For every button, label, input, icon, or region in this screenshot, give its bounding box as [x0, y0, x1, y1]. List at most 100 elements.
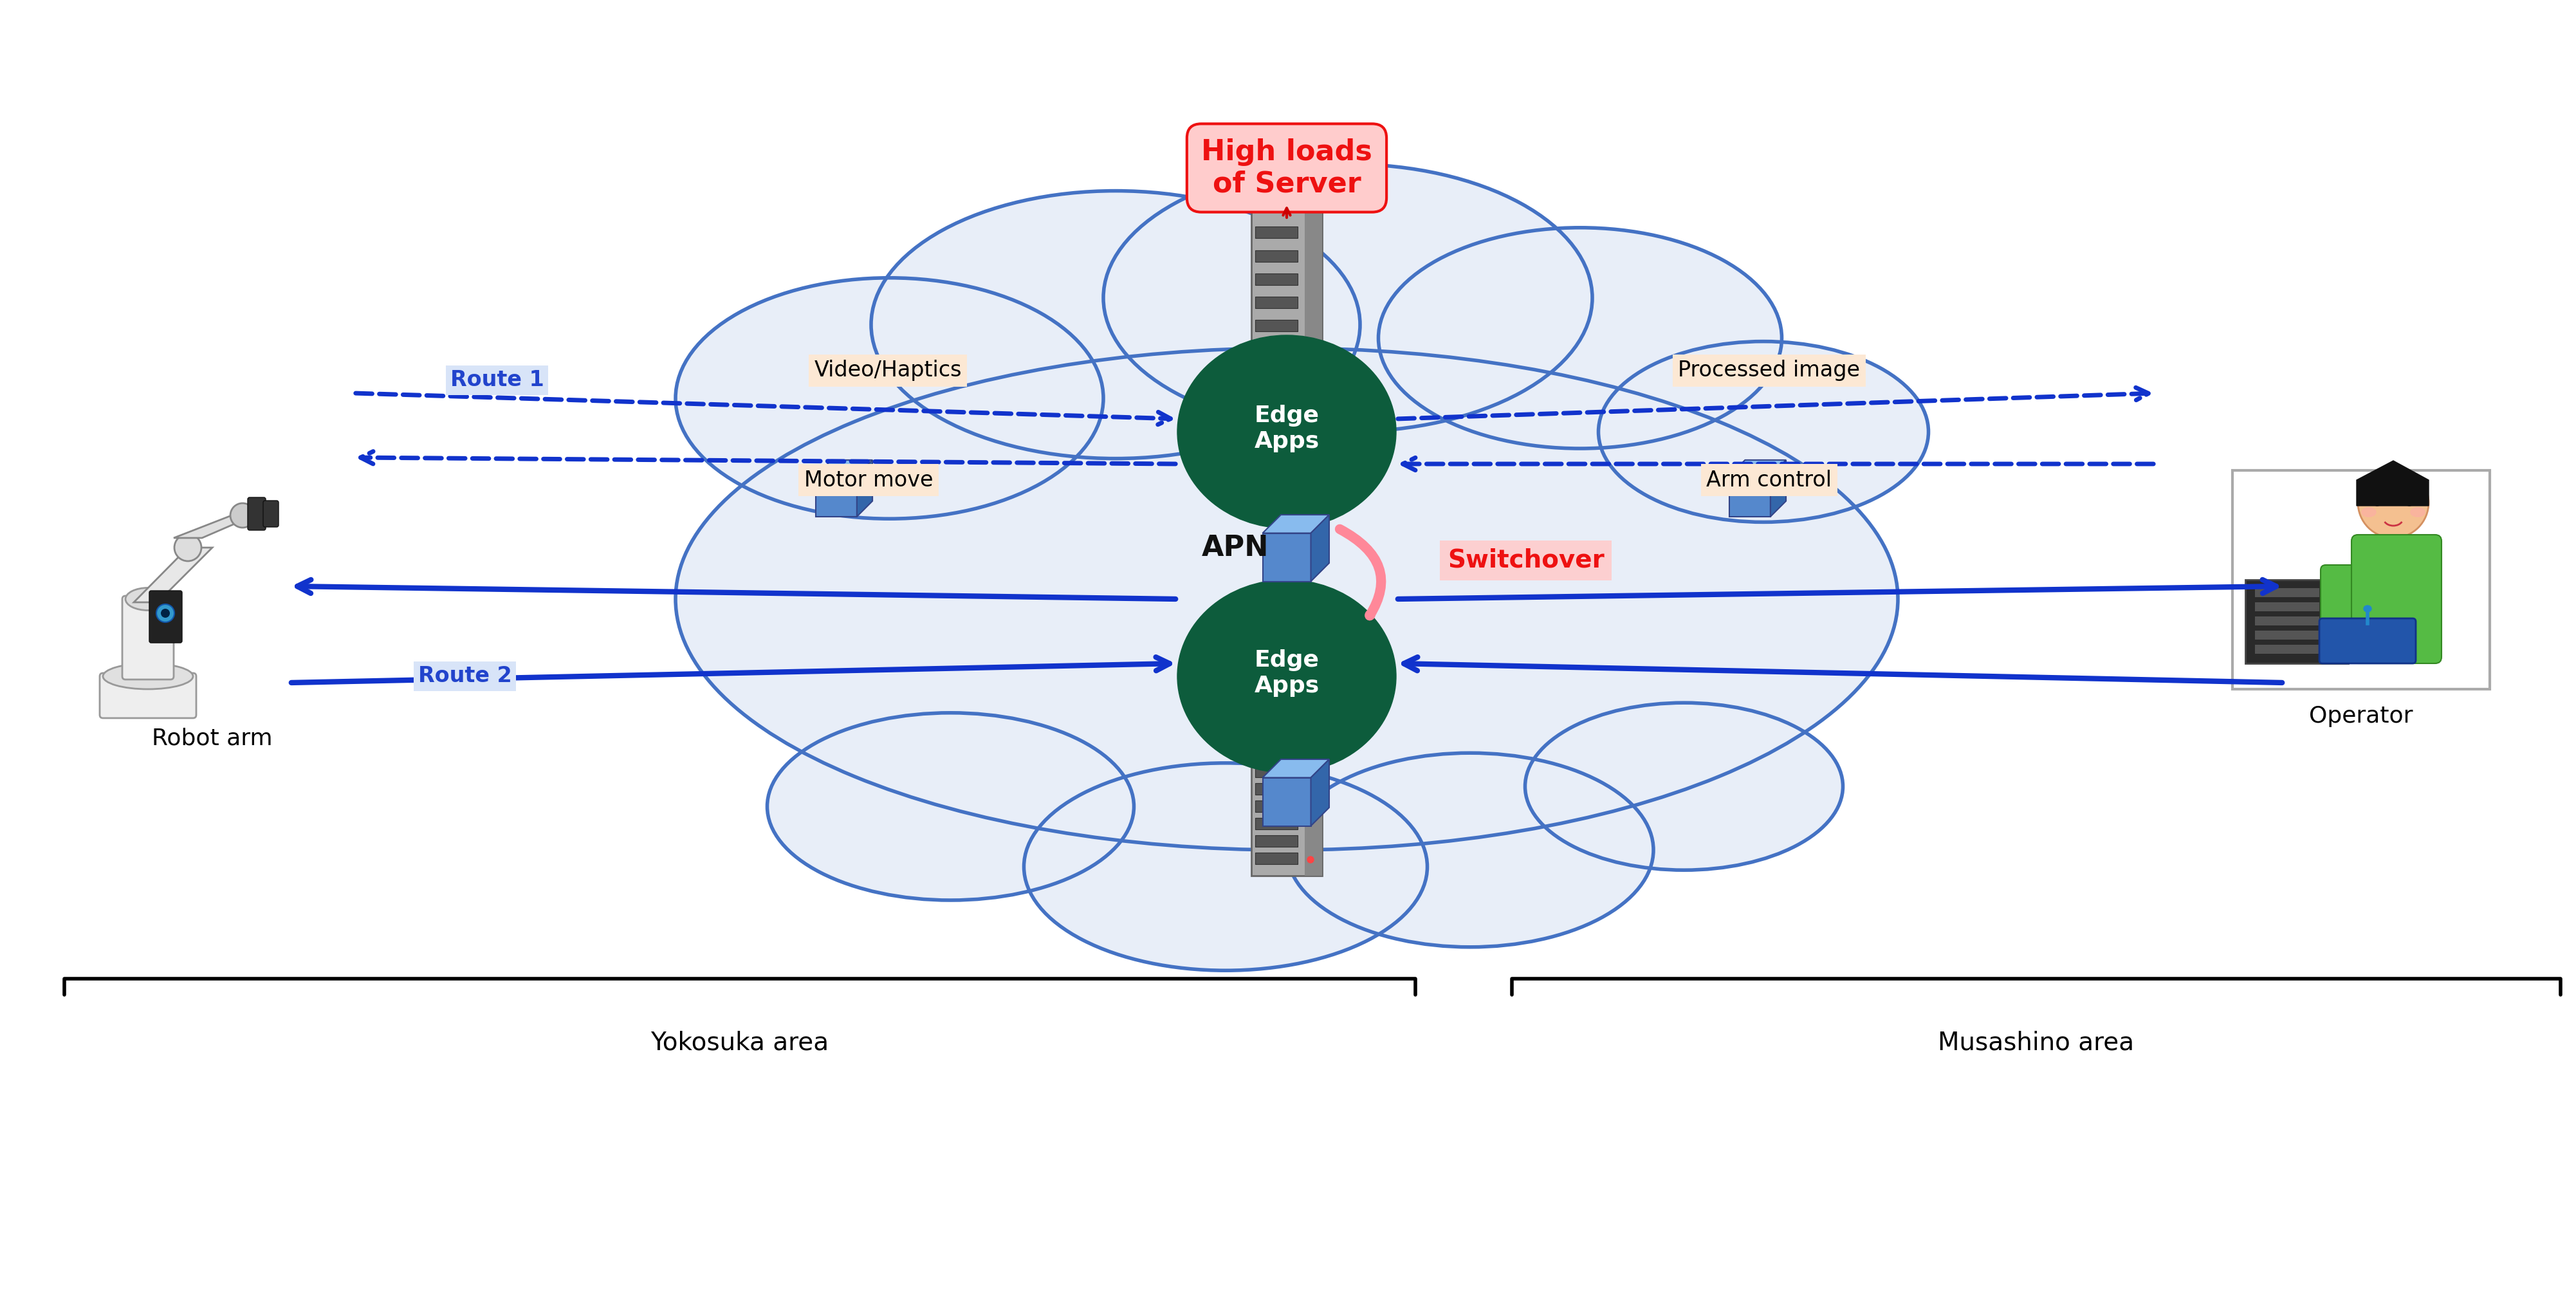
Ellipse shape: [768, 713, 1133, 901]
Bar: [2254, 589, 2318, 597]
Text: High loads
of Server: High loads of Server: [1200, 138, 1373, 198]
Ellipse shape: [2372, 499, 2380, 506]
Bar: [2254, 630, 2318, 639]
Ellipse shape: [229, 503, 255, 528]
Ellipse shape: [1288, 753, 1654, 947]
Polygon shape: [817, 476, 858, 516]
Bar: [2254, 616, 2318, 625]
Polygon shape: [1728, 459, 1785, 476]
Polygon shape: [1262, 533, 1311, 581]
Polygon shape: [858, 459, 873, 516]
Bar: [1255, 273, 1298, 285]
FancyBboxPatch shape: [2246, 580, 2349, 664]
Ellipse shape: [2357, 467, 2429, 538]
Ellipse shape: [1103, 164, 1592, 432]
Text: Motor move: Motor move: [804, 470, 933, 490]
Ellipse shape: [1036, 769, 1414, 964]
FancyBboxPatch shape: [263, 501, 278, 527]
Ellipse shape: [675, 348, 1899, 850]
Bar: [1255, 853, 1298, 864]
FancyBboxPatch shape: [1252, 203, 1321, 389]
Ellipse shape: [1118, 172, 1577, 423]
Ellipse shape: [1391, 234, 1770, 441]
Bar: [1255, 250, 1298, 261]
Ellipse shape: [157, 604, 175, 622]
Text: Operator: Operator: [2308, 705, 2414, 727]
Polygon shape: [1262, 515, 1329, 533]
Bar: [1255, 749, 1298, 760]
Ellipse shape: [1535, 708, 1834, 866]
Bar: [2254, 602, 2318, 611]
Text: Route 2: Route 2: [417, 665, 513, 687]
FancyBboxPatch shape: [149, 590, 183, 643]
Ellipse shape: [871, 190, 1360, 458]
Polygon shape: [817, 459, 873, 476]
Ellipse shape: [1023, 763, 1427, 970]
FancyBboxPatch shape: [2352, 534, 2442, 664]
Bar: [1255, 366, 1298, 378]
Ellipse shape: [103, 664, 193, 690]
Polygon shape: [1262, 778, 1311, 826]
Polygon shape: [1311, 760, 1329, 826]
Polygon shape: [1728, 476, 1770, 516]
Ellipse shape: [1177, 580, 1396, 773]
Text: Arm control: Arm control: [1705, 470, 1832, 490]
Bar: [1303, 734, 1321, 876]
FancyBboxPatch shape: [2321, 565, 2367, 637]
Ellipse shape: [711, 364, 1862, 835]
Ellipse shape: [1378, 228, 1783, 449]
Bar: [1255, 835, 1298, 846]
FancyBboxPatch shape: [121, 595, 173, 679]
Bar: [1255, 818, 1298, 829]
Ellipse shape: [1306, 857, 1314, 863]
Ellipse shape: [1306, 370, 1314, 377]
FancyBboxPatch shape: [247, 497, 265, 531]
Bar: [1255, 801, 1298, 813]
Text: Processed image: Processed image: [1677, 360, 1860, 382]
Ellipse shape: [126, 587, 170, 611]
Text: Edge
Apps: Edge Apps: [1255, 650, 1319, 696]
Bar: [1255, 343, 1298, 355]
Ellipse shape: [175, 534, 201, 562]
Ellipse shape: [778, 718, 1123, 894]
Polygon shape: [1262, 760, 1329, 778]
Text: APN: APN: [1200, 533, 1270, 562]
Polygon shape: [2357, 461, 2429, 506]
Text: Edge
Apps: Edge Apps: [1255, 405, 1319, 452]
Text: Robot arm: Robot arm: [152, 727, 273, 749]
Ellipse shape: [2362, 507, 2375, 516]
Ellipse shape: [1298, 758, 1643, 941]
Ellipse shape: [2365, 606, 2372, 612]
FancyBboxPatch shape: [2318, 619, 2416, 664]
Ellipse shape: [2411, 507, 2424, 516]
Text: Yokosuka area: Yokosuka area: [652, 1030, 829, 1055]
Ellipse shape: [688, 285, 1090, 511]
Polygon shape: [134, 547, 211, 602]
Text: Switchover: Switchover: [1448, 549, 1605, 573]
Text: Musashino area: Musashino area: [1937, 1030, 2136, 1055]
FancyBboxPatch shape: [100, 673, 196, 718]
Bar: [1303, 203, 1321, 389]
Bar: [1255, 783, 1298, 795]
FancyBboxPatch shape: [1252, 734, 1321, 876]
Polygon shape: [1770, 459, 1785, 516]
FancyBboxPatch shape: [2233, 471, 2491, 690]
Ellipse shape: [1600, 342, 1929, 521]
Text: Route 1: Route 1: [451, 370, 544, 391]
Bar: [2254, 644, 2318, 653]
Ellipse shape: [886, 199, 1345, 450]
Bar: [1255, 226, 1298, 238]
Bar: [1255, 766, 1298, 778]
Ellipse shape: [675, 278, 1103, 519]
Bar: [1255, 296, 1298, 308]
Bar: [1255, 320, 1298, 331]
FancyArrowPatch shape: [1340, 529, 1381, 616]
Ellipse shape: [1525, 703, 1842, 870]
Ellipse shape: [160, 608, 170, 617]
Ellipse shape: [1177, 335, 1396, 528]
Polygon shape: [1311, 515, 1329, 581]
Ellipse shape: [1607, 347, 1919, 516]
Polygon shape: [173, 515, 255, 538]
Text: Video/Haptics: Video/Haptics: [814, 360, 961, 382]
Ellipse shape: [2406, 499, 2414, 506]
